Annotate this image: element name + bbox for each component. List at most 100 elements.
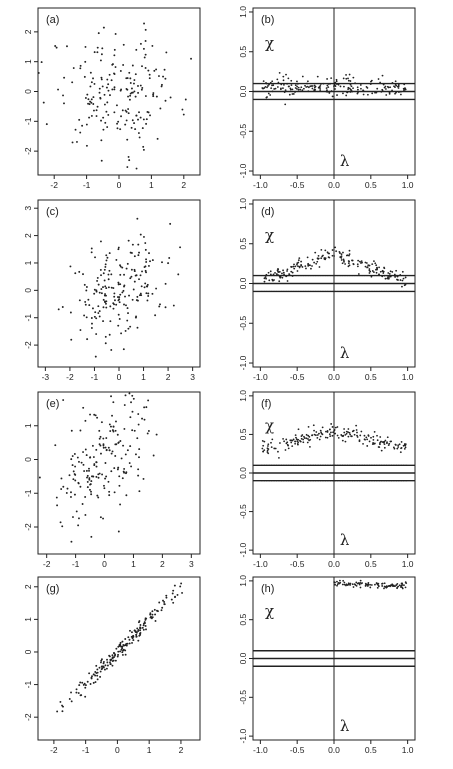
- data-point: [86, 338, 89, 341]
- data-point: [124, 638, 127, 640]
- data-point: [110, 349, 113, 351]
- data-point: [144, 625, 147, 627]
- data-point: [121, 647, 124, 650]
- data-point: [152, 95, 155, 98]
- band-point: [344, 464, 346, 466]
- data-point: [117, 530, 120, 533]
- data-point: [59, 521, 62, 524]
- data-point: [149, 613, 152, 616]
- band-point: [354, 665, 356, 667]
- data-point: [269, 94, 272, 96]
- data-point: [397, 82, 400, 85]
- data-point: [105, 259, 108, 262]
- data-point: [263, 440, 266, 443]
- data-point: [352, 262, 355, 265]
- data-point: [137, 423, 140, 426]
- data-point: [300, 260, 303, 263]
- data-point: [125, 77, 128, 80]
- data-point: [148, 252, 150, 255]
- data-point: [100, 668, 103, 671]
- band-point: [378, 480, 380, 482]
- data-point: [113, 48, 116, 51]
- data-point: [73, 493, 76, 496]
- data-point: [118, 301, 121, 304]
- band-point: [388, 290, 390, 293]
- data-point: [92, 96, 95, 99]
- data-point: [123, 404, 126, 406]
- band-point: [317, 480, 319, 482]
- band-point: [297, 480, 300, 482]
- data-point: [110, 395, 112, 398]
- data-point: [144, 248, 147, 251]
- data-point: [374, 91, 376, 94]
- data-point: [141, 65, 143, 68]
- data-point: [332, 431, 334, 434]
- data-point: [84, 684, 87, 687]
- data-point: [89, 100, 92, 103]
- data-point: [169, 96, 172, 99]
- data-point: [124, 644, 127, 647]
- data-point: [95, 289, 98, 292]
- data-point: [284, 89, 287, 92]
- data-point: [144, 28, 147, 31]
- data-point: [80, 694, 83, 697]
- data-point: [94, 355, 97, 358]
- x-tick-label: -1.0: [253, 745, 268, 755]
- data-point: [342, 258, 345, 261]
- data-point: [160, 609, 163, 612]
- data-point: [161, 606, 164, 609]
- data-point: [124, 123, 127, 126]
- data-point: [113, 295, 116, 298]
- data-point: [283, 83, 285, 86]
- data-point: [144, 53, 147, 56]
- data-point: [133, 90, 136, 93]
- data-point: [97, 305, 100, 308]
- data-point: [155, 287, 158, 290]
- data-point: [92, 456, 95, 458]
- band-point: [341, 650, 344, 652]
- band-point: [324, 464, 327, 466]
- band-point: [266, 274, 268, 277]
- data-point: [279, 88, 282, 91]
- data-point: [378, 446, 381, 449]
- data-point: [87, 298, 90, 301]
- panel-label: (b): [261, 14, 274, 26]
- data-point: [105, 110, 108, 113]
- data-point: [359, 84, 362, 86]
- data-point: [335, 80, 338, 83]
- band-point: [312, 480, 314, 482]
- data-point: [38, 476, 41, 479]
- data-point: [87, 98, 90, 101]
- data-point: [163, 68, 166, 71]
- band-point: [273, 650, 275, 652]
- data-point: [372, 435, 375, 438]
- data-point: [399, 451, 402, 454]
- data-point: [55, 496, 58, 499]
- data-point: [153, 69, 156, 72]
- data-point: [125, 642, 128, 645]
- data-point: [139, 632, 141, 635]
- data-point: [89, 85, 92, 88]
- data-point: [111, 414, 113, 417]
- data-point: [356, 92, 359, 95]
- band-point: [266, 290, 268, 293]
- data-point: [397, 85, 400, 88]
- data-point: [115, 420, 117, 423]
- x-tick-label: 0.5: [365, 372, 377, 382]
- y-tick-label: 2: [23, 584, 33, 589]
- data-point: [104, 263, 107, 266]
- data-point: [106, 78, 109, 81]
- band-point: [359, 650, 361, 652]
- data-point: [278, 270, 281, 273]
- data-point: [95, 448, 98, 451]
- band-point: [390, 464, 393, 466]
- data-point: [103, 93, 106, 96]
- band-point: [366, 650, 368, 652]
- band-point: [371, 290, 373, 293]
- data-point: [342, 579, 345, 582]
- data-point: [364, 265, 367, 268]
- data-point: [301, 266, 304, 268]
- data-point: [291, 88, 294, 91]
- data-point: [269, 81, 272, 84]
